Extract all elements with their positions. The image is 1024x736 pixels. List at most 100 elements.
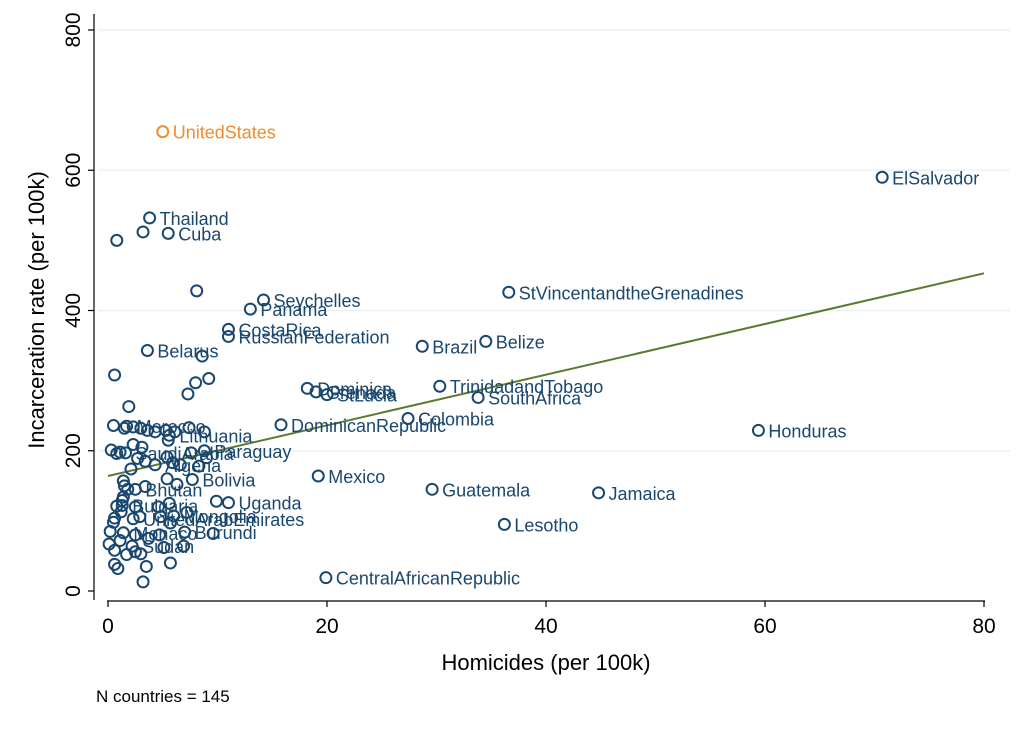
data-point <box>126 437 140 451</box>
data-point <box>135 440 149 454</box>
point-label: Seychelles <box>273 291 360 311</box>
data-point <box>166 456 180 470</box>
data-point <box>126 512 140 526</box>
point-label: RussianFederation <box>238 327 389 347</box>
point-label: Jamaica <box>609 484 677 504</box>
y-tick-label: 800 <box>62 12 85 47</box>
data-point <box>160 472 174 486</box>
data-point <box>202 372 216 386</box>
data-point <box>200 451 214 465</box>
data-point <box>221 322 235 336</box>
data-point <box>479 334 493 348</box>
data-point <box>190 284 204 298</box>
data-point <box>243 302 257 316</box>
x-ticks: 0 20 40 60 80 <box>102 601 996 638</box>
data-point <box>117 421 131 435</box>
data-point <box>134 547 148 561</box>
data-point <box>152 528 166 542</box>
point-label: Mongolia <box>184 507 258 527</box>
data-point <box>116 526 130 540</box>
data-point <box>113 445 127 459</box>
point-label: UnitedArabEmirates <box>143 510 304 530</box>
data-point <box>161 226 175 240</box>
data-point <box>148 458 162 472</box>
data-point <box>502 285 516 299</box>
data-point <box>221 496 235 510</box>
data-point <box>139 559 153 573</box>
data-point <box>178 525 192 539</box>
data-point <box>136 575 150 589</box>
point-label: Sudan <box>142 537 194 557</box>
point-label: Burundi <box>195 523 257 543</box>
point-label: Lithuania <box>179 426 253 446</box>
y-axis-label: Incarceration rate (per 100k) <box>24 171 49 449</box>
data-point <box>471 390 485 404</box>
data-point <box>319 571 333 585</box>
data-point <box>154 510 168 524</box>
data-point <box>401 411 415 425</box>
point-label: SouthAfrica <box>488 388 582 408</box>
data-point <box>110 233 124 247</box>
sample-size-note: N countries = 145 <box>96 687 230 706</box>
data-point <box>180 505 194 519</box>
data-point <box>751 423 765 437</box>
data-points <box>102 125 889 589</box>
data-point <box>415 339 429 353</box>
data-point <box>592 486 606 500</box>
data-point <box>163 516 177 530</box>
data-point <box>311 469 325 483</box>
data-point <box>128 482 142 496</box>
point-label: CentralAfricanRepublic <box>336 569 520 589</box>
data-point <box>140 423 154 437</box>
point-label: Morocco <box>137 417 206 437</box>
point-label: Lesotho <box>514 515 578 535</box>
data-point <box>124 462 138 476</box>
data-point <box>173 458 187 472</box>
data-point <box>425 482 439 496</box>
data-point <box>195 349 209 363</box>
data-point <box>133 510 147 524</box>
data-point <box>256 293 270 307</box>
point-label: Dominica <box>317 379 393 399</box>
data-point <box>433 379 447 393</box>
x-tick-label: 40 <box>534 615 557 638</box>
data-point <box>125 539 139 553</box>
data-point <box>182 421 196 435</box>
data-point <box>184 446 198 460</box>
y-tick-label: 0 <box>62 585 85 597</box>
data-point <box>161 433 175 447</box>
point-label: Grenada <box>326 383 397 403</box>
data-point <box>309 385 323 399</box>
point-label: UnitedStates <box>173 123 276 143</box>
data-point <box>140 343 154 357</box>
x-tick-label: 80 <box>972 615 995 638</box>
data-point <box>136 225 150 239</box>
data-point <box>189 376 203 390</box>
y-tick-label: 600 <box>62 153 85 188</box>
point-label: ElSalvador <box>892 168 979 188</box>
point-label: Brazil <box>432 337 477 357</box>
point-label: Cuba <box>178 224 222 244</box>
point-label: Algeria <box>165 456 222 476</box>
point-label: Uganda <box>238 494 302 514</box>
data-point <box>185 473 199 487</box>
data-point <box>115 498 129 512</box>
data-point <box>181 387 195 401</box>
y-tick-label: 400 <box>62 293 85 328</box>
data-point <box>167 509 181 523</box>
data-point <box>122 400 136 414</box>
data-point <box>163 556 177 570</box>
x-tick-label: 0 <box>102 615 114 638</box>
point-label: StVincentandtheGrenadines <box>519 283 744 303</box>
y-ticks: 0 200 400 600 800 <box>62 12 94 597</box>
data-point <box>274 418 288 432</box>
point-label: Colombia <box>418 409 495 429</box>
data-point <box>162 428 176 442</box>
data-point <box>131 451 145 465</box>
point-label: Panama <box>260 300 328 320</box>
data-point <box>177 539 191 553</box>
data-point <box>143 211 157 225</box>
data-point <box>221 329 235 343</box>
